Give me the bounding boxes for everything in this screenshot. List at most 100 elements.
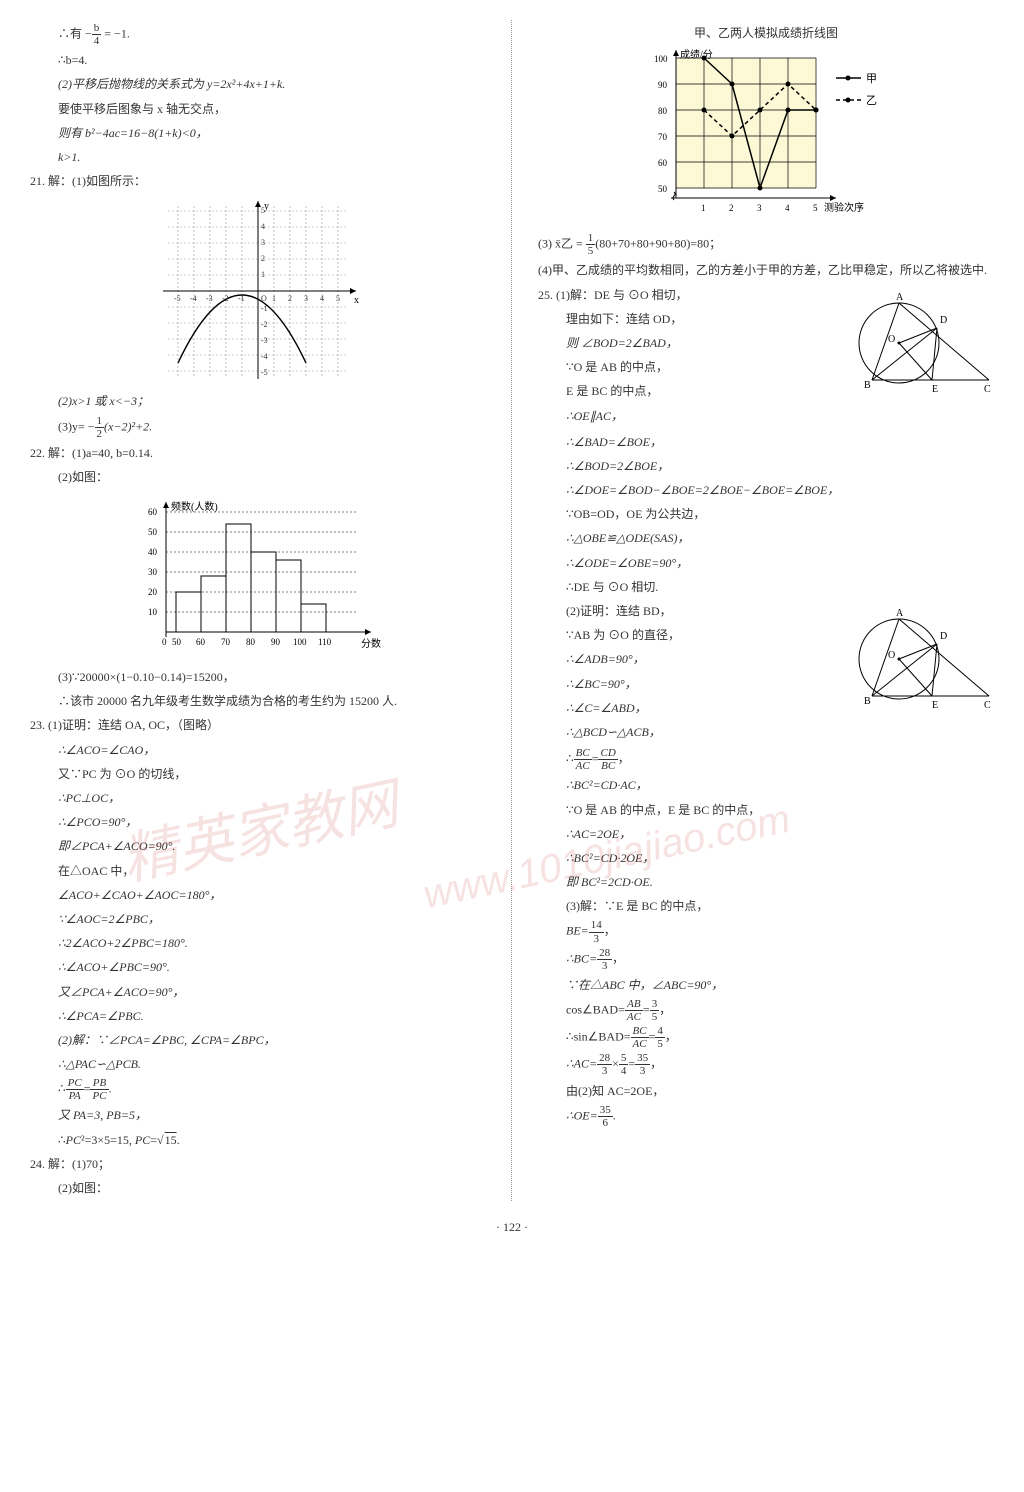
- svg-text:-5: -5: [174, 294, 181, 303]
- line: ∴∠ACO+∠PBC=90°.: [30, 956, 486, 978]
- svg-text:测验次序: 测验次序: [824, 201, 864, 214]
- line: ∴△OBE≌△ODE(SAS)，: [538, 527, 994, 549]
- svg-text:5: 5: [813, 203, 818, 213]
- line: ∵∠AOC=2∠PBC，: [30, 908, 486, 930]
- svg-text:E: E: [932, 384, 938, 395]
- line: ∴2∠ACO+2∠PBC=180°.: [30, 932, 486, 954]
- question-24: 24. 解：(1)70；: [30, 1153, 486, 1175]
- svg-text:3: 3: [757, 203, 762, 213]
- line: 即∠PCA+∠ACO=90°.: [30, 835, 486, 857]
- svg-text:-1: -1: [261, 304, 268, 313]
- svg-text:x: x: [354, 295, 359, 306]
- geometry-figure-1: A B O D E C: [844, 284, 994, 402]
- svg-text:110: 110: [318, 637, 332, 647]
- svg-text:A: A: [896, 608, 904, 619]
- svg-text:80: 80: [658, 106, 668, 116]
- svg-text:60: 60: [658, 158, 668, 168]
- svg-text:100: 100: [654, 54, 668, 64]
- svg-text:A: A: [896, 292, 904, 303]
- svg-text:-2: -2: [261, 320, 268, 329]
- right-column: 甲、乙两人模拟成绩折线图 成绩/分 测验次序 1009080706050 123…: [538, 20, 994, 1201]
- svg-text:O: O: [888, 334, 895, 345]
- line: ∴BC²=CD·2OE，: [538, 847, 994, 869]
- line: ∴该市 20000 名九年级考生数学成绩为合格的考生约为 15200 人.: [30, 690, 486, 712]
- line: ∴DE 与 ⊙O 相切.: [538, 576, 994, 598]
- line-chart: 成绩/分 测验次序 1009080706050 12345 甲 乙: [631, 48, 901, 228]
- svg-text:D: D: [940, 631, 947, 642]
- line: BE=143，: [538, 919, 994, 944]
- svg-text:成绩/分: 成绩/分: [680, 48, 713, 61]
- svg-text:2: 2: [729, 203, 734, 213]
- line: ∵O 是 AB 的中点，E 是 BC 的中点，: [538, 799, 994, 821]
- svg-text:B: B: [864, 380, 871, 391]
- svg-text:20: 20: [148, 587, 158, 597]
- line: (2)平移后抛物线的关系式为 y=2x²+4x+1+k.: [30, 73, 486, 95]
- svg-text:70: 70: [658, 132, 668, 142]
- line: 则有 b²−4ac=16−8(1+k)<0，: [30, 122, 486, 144]
- svg-text:50: 50: [172, 637, 182, 647]
- line: ∴∠PCA=∠PBC.: [30, 1005, 486, 1027]
- page-number: · 122 ·: [30, 1216, 994, 1238]
- svg-text:1: 1: [261, 270, 265, 279]
- line: ∴∠ODE=∠OBE=90°，: [538, 552, 994, 574]
- svg-text:频数(人数): 频数(人数): [171, 500, 218, 513]
- svg-text:-3: -3: [206, 294, 213, 303]
- left-column: ∴有 −b4 = −1. ∴b=4. (2)平移后抛物线的关系式为 y=2x²+…: [30, 20, 486, 1201]
- svg-text:-4: -4: [261, 352, 268, 361]
- line: ∴△PAC∽△PCB.: [30, 1053, 486, 1075]
- svg-text:5: 5: [261, 206, 265, 215]
- line: ∴PCPA=PBPC.: [30, 1077, 486, 1102]
- svg-text:80: 80: [246, 637, 256, 647]
- histogram-chart: 频数(人数) 分数 102030405060 05060708090100110: [128, 492, 388, 662]
- svg-text:2: 2: [288, 294, 292, 303]
- svg-text:3: 3: [261, 238, 265, 247]
- svg-text:0: 0: [162, 637, 167, 647]
- svg-text:40: 40: [148, 547, 158, 557]
- line: 要使平移后图象与 x 轴无交点，: [30, 98, 486, 120]
- line: ∴BC²=CD·AC，: [538, 774, 994, 796]
- svg-text:-4: -4: [190, 294, 197, 303]
- grid-parabola-chart: x y -5-4-3-2-1O12345 12345 -1-2-3-4-5: [148, 196, 368, 386]
- line: k>1.: [30, 146, 486, 168]
- line: ∴AC=283×54=353，: [538, 1052, 994, 1077]
- svg-text:4: 4: [320, 294, 324, 303]
- line: 即 BC²=2CD·OE.: [538, 871, 994, 893]
- column-divider: [511, 20, 513, 1201]
- line: (2)如图：: [30, 466, 486, 488]
- svg-text:70: 70: [221, 637, 231, 647]
- line: 又∠PCA+∠ACO=90°，: [30, 981, 486, 1003]
- line: ∴∠ACO=∠CAO，: [30, 739, 486, 761]
- frac-num: b: [92, 22, 102, 35]
- svg-text:O: O: [888, 650, 895, 661]
- line: 又 PA=3, PB=5，: [30, 1104, 486, 1126]
- page-columns: ∴有 −b4 = −1. ∴b=4. (2)平移后抛物线的关系式为 y=2x²+…: [30, 20, 994, 1201]
- svg-text:60: 60: [148, 507, 158, 517]
- question-23: 23. (1)证明：连结 OA, OC，（图略）: [30, 714, 486, 736]
- svg-text:-1: -1: [238, 294, 245, 303]
- svg-text:-2: -2: [222, 294, 229, 303]
- line: ∴PC⊥OC，: [30, 787, 486, 809]
- line: (3) x̄乙 = 15(80+70+80+90+80)=80；: [538, 232, 994, 257]
- svg-text:3: 3: [304, 294, 308, 303]
- svg-text:乙: 乙: [866, 94, 877, 107]
- svg-text:90: 90: [271, 637, 281, 647]
- line: (2)如图：: [30, 1177, 486, 1199]
- svg-text:1: 1: [701, 203, 706, 213]
- svg-text:4: 4: [785, 203, 790, 213]
- line: ∴∠BOD=2∠BOE，: [538, 455, 994, 477]
- line: ∴b=4.: [30, 49, 486, 71]
- svg-text:4: 4: [261, 222, 265, 231]
- line: (3)解：∵E 是 BC 的中点，: [538, 895, 994, 917]
- svg-text:1: 1: [272, 294, 276, 303]
- line: ∴∠PCO=90°，: [30, 811, 486, 833]
- line: ∴AC=2OE，: [538, 823, 994, 845]
- line: ∴PC²=3×5=15, PC=√15.: [30, 1129, 486, 1151]
- svg-text:D: D: [940, 315, 947, 326]
- line: ∴BCAC=CDBC，: [538, 747, 994, 772]
- line: 由(2)知 AC=2OE，: [538, 1080, 994, 1102]
- svg-text:100: 100: [293, 637, 307, 647]
- line: ∠ACO+∠CAO+∠AOC=180°，: [30, 884, 486, 906]
- line: (3)y= −12(x−2)²+2.: [30, 415, 486, 440]
- svg-text:-3: -3: [261, 336, 268, 345]
- svg-text:甲: 甲: [866, 73, 877, 85]
